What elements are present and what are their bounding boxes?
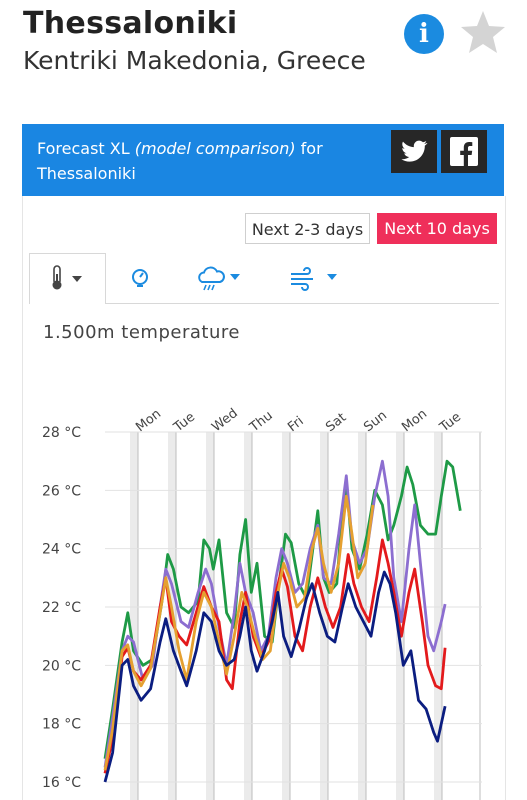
night-band [320,432,328,800]
region-subtitle: Kentriki Makedonia, Greece [23,46,366,75]
night-band [282,432,290,800]
night-band [130,432,138,800]
y-tick-label: 16 °C [42,775,81,791]
tab-temperature[interactable] [29,253,106,304]
facebook-icon [450,137,478,166]
thermometer-icon [52,265,82,290]
banner-for: for [300,139,323,158]
info-icon: i [419,19,429,49]
city-title: Thessaloniki [23,6,238,41]
banner-prefix: Forecast XL [37,139,130,158]
tab-wind[interactable] [287,258,343,298]
tab-sun[interactable] [126,258,156,298]
y-tick-label: 24 °C [42,542,81,558]
y-tick-label: 18 °C [42,717,81,733]
series-line [103,494,375,771]
twitter-share-button[interactable] [391,130,437,173]
night-band [434,432,442,800]
wind-icon [291,267,337,291]
series-line [103,459,462,759]
facebook-share-button[interactable] [441,130,487,173]
y-tick-label: 26 °C [42,483,81,499]
y-tick-label: 28 °C [42,425,81,441]
twitter-icon [401,140,428,162]
series-line [103,459,447,768]
forecast-banner: Forecast XL (model comparison) for Thess… [22,124,504,196]
star-icon [461,11,505,53]
chart-title: 1.500m temperature [43,322,240,343]
info-button[interactable]: i [404,14,444,54]
tabs-divider [105,303,499,304]
night-band [206,432,214,800]
y-axis-ticks: 28 °C 26 °C 24 °C 22 °C 20 °C 18 °C 16 °C [42,425,81,791]
banner-model: (model comparison) [134,139,296,158]
day-label: Mon [399,406,430,435]
day-label: Sun [361,408,390,435]
tab-precipitation[interactable] [194,258,246,298]
series-lines [103,459,462,783]
day-label: Wed [209,406,241,435]
day-label: Sat [323,410,349,435]
day-label: Mon [133,406,164,435]
day-labels: Mon Tue Wed Thu Fri Sat Sun Mon Tue [133,406,464,436]
next-2-3-days-button[interactable]: Next 2-3 days [245,213,370,244]
y-tick-label: 22 °C [42,600,81,616]
banner-text: Forecast XL (model comparison) for Thess… [37,136,377,186]
sun-gauge-icon [132,269,148,287]
next-10-days-button[interactable]: Next 10 days [377,213,497,244]
rain-cloud-icon [198,266,240,291]
y-tick-label: 20 °C [42,658,81,674]
series-line [103,570,447,783]
banner-city: Thessaloniki [37,164,136,183]
favorite-button[interactable] [458,8,508,58]
